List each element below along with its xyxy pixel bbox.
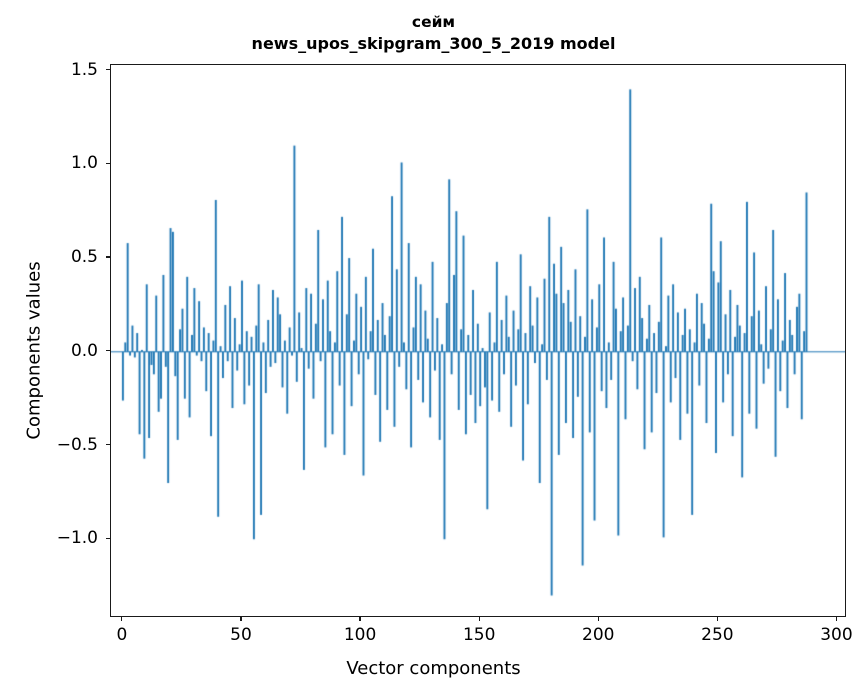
x-tick-mark bbox=[835, 617, 838, 621]
x-tick-label: 300 bbox=[820, 625, 853, 645]
x-axis-label: Vector components bbox=[346, 658, 521, 679]
x-tick-mark bbox=[121, 617, 123, 621]
x-tick-label: 200 bbox=[582, 625, 615, 645]
y-tick-label: 0.5 bbox=[70, 247, 98, 268]
y-tick-mark bbox=[106, 256, 110, 258]
x-tick-mark bbox=[240, 617, 242, 621]
y-tick-label: 1.5 bbox=[70, 59, 98, 80]
y-axis-label: Components values bbox=[23, 261, 45, 440]
x-tick-label: 150 bbox=[462, 625, 496, 645]
x-tick-mark bbox=[359, 617, 361, 621]
y-tick-label: 1.0 bbox=[70, 153, 98, 174]
x-tick-label: 0 bbox=[116, 625, 128, 645]
y-tick-mark bbox=[106, 350, 110, 352]
y-tick-mark bbox=[106, 69, 110, 71]
x-tick-mark bbox=[597, 617, 599, 621]
y-tick-mark bbox=[106, 162, 110, 164]
chart-title-line-1: сейм bbox=[411, 13, 456, 31]
y-tick-label: −1.0 bbox=[56, 528, 98, 549]
plot-area bbox=[110, 64, 846, 617]
x-tick-label: 250 bbox=[701, 625, 734, 645]
x-tick-label: 50 bbox=[230, 625, 252, 645]
x-tick-label: 100 bbox=[343, 625, 377, 645]
y-tick-mark bbox=[106, 443, 110, 446]
chart-title: сейм news_upos_skipgram_300_5_2019 model bbox=[0, 12, 867, 54]
x-tick-mark bbox=[478, 617, 480, 621]
y-tick-mark bbox=[106, 537, 110, 539]
chart-title-line-2: news_upos_skipgram_300_5_2019 model bbox=[251, 34, 616, 53]
y-tick-label: −0.5 bbox=[56, 434, 98, 455]
bar-series-canvas bbox=[111, 65, 845, 616]
y-tick-label: 0.0 bbox=[70, 340, 98, 361]
x-tick-mark bbox=[716, 617, 718, 621]
